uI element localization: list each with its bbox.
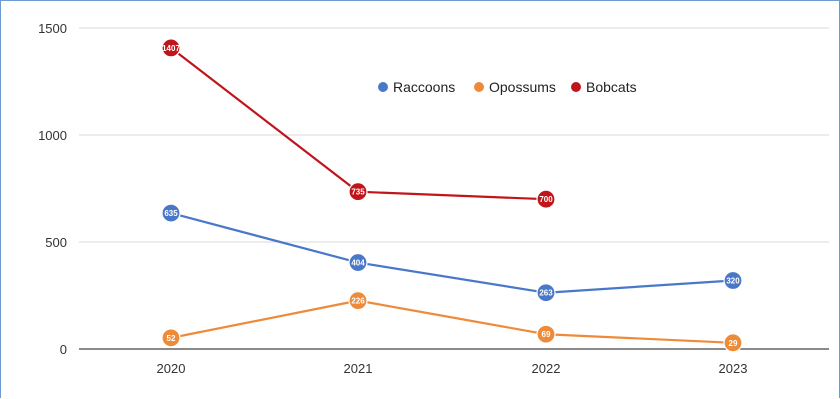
bobcats-marker: [536, 189, 556, 209]
x-axis-ticks: 2020 2021 2022 2023: [157, 361, 748, 376]
opossums-marker: [536, 324, 556, 344]
opossums-data-label: 226: [351, 297, 365, 306]
y-tick-label: 500: [45, 235, 67, 250]
x-tick-label: 2023: [719, 361, 748, 376]
raccoons-data-label: 404: [351, 259, 365, 268]
bobcats-point: 700: [536, 189, 556, 209]
opossums-data-label: 69: [542, 330, 551, 339]
raccoons-point: 263: [536, 283, 556, 303]
opossums-point: 69: [536, 324, 556, 344]
raccoons-data-label: 320: [726, 277, 740, 286]
bobcats-data-label: 700: [539, 195, 553, 204]
raccoons-data-label: 263: [539, 289, 553, 298]
legend-label: Opossums: [489, 79, 556, 95]
opossums-line: [170, 299, 734, 344]
opossums-point: 226: [348, 291, 368, 311]
raccoons-point: 404: [348, 252, 368, 273]
opossums-data-label: 52: [167, 334, 176, 343]
opossums-data-label: 29: [729, 339, 738, 348]
y-tick-label: 0: [60, 342, 67, 357]
legend-marker: [378, 82, 388, 92]
gridlines: [79, 27, 829, 350]
legend-label: Raccoons: [393, 79, 455, 95]
legend-marker: [474, 82, 484, 92]
bobcats-data-label: 1407: [162, 44, 180, 53]
bobcats-marker: [161, 38, 181, 58]
raccoons-marker: [348, 252, 368, 273]
bobcats-marker: [348, 182, 368, 202]
raccoons-point: 320: [723, 270, 743, 291]
bobcats-data-label: 735: [351, 188, 365, 197]
legend-label: Bobcats: [586, 79, 637, 95]
bobcats-point: 735: [348, 182, 368, 202]
opossums-point: 52: [161, 328, 181, 348]
y-tick-label: 1500: [38, 21, 67, 36]
opossums-marker: [348, 291, 368, 311]
raccoons-marker: [536, 283, 556, 303]
opossums-marker: [723, 333, 743, 353]
raccoons-data-label: 635: [164, 209, 178, 218]
y-axis-ticks: 0 500 1000 1500: [38, 21, 67, 357]
raccoons-marker: [161, 203, 181, 223]
series-points: 635 404 263 320 52 226 69 29 1407 735 700: [161, 38, 743, 353]
legend-item-raccoons: Raccoons: [378, 79, 455, 95]
legend: Raccoons Opossums Bobcats: [378, 79, 637, 95]
raccoons-point: 635: [161, 203, 181, 223]
bobcats-point: 1407: [161, 38, 181, 58]
legend-item-opossums: Opossums: [474, 79, 556, 95]
bobcats-line: [170, 47, 547, 201]
legend-marker: [571, 82, 581, 92]
raccoons-marker: [723, 270, 743, 291]
opossums-point: 29: [723, 333, 743, 353]
y-tick-label: 1000: [38, 128, 67, 143]
raccoons-line: [170, 212, 734, 294]
x-tick-label: 2021: [344, 361, 373, 376]
legend-item-bobcats: Bobcats: [571, 79, 637, 95]
x-tick-label: 2022: [532, 361, 561, 376]
opossums-marker: [161, 328, 181, 348]
x-tick-label: 2020: [157, 361, 186, 376]
